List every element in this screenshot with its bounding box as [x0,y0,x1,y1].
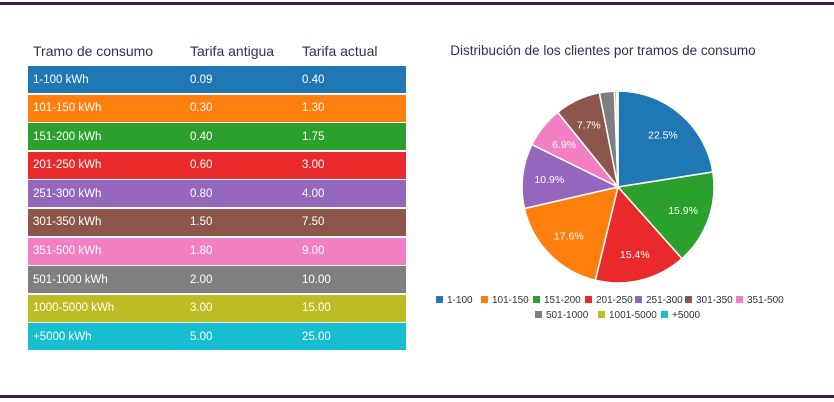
cell-tarifa-antigua: 0.40 [186,131,300,143]
legend-label: 501-1000 [546,310,589,321]
table-header: Tramo de consumo Tarifa antigua Tarifa a… [28,36,406,66]
cell-tarifa-antigua: 0.60 [186,159,300,171]
table-body: 1-100 kWh 0.09 0.40 101-150 kWh 0.30 1.30 151-… [28,66,406,350]
chart-title: Distribución de los clientes por tramos … [450,43,755,58]
legend-swatch [533,296,540,303]
cell-tarifa-antigua: 0.30 [186,102,300,114]
header-tarifa-actual: Tarifa actual [300,43,406,59]
cell-tramo: 151-200 kWh [28,131,186,143]
legend-swatch [685,296,692,303]
cell-tarifa-actual: 1.75 [300,131,406,143]
cell-tarifa-antigua: 0.09 [186,74,300,86]
table-row: 351-500 kWh 1.80 9.00 [28,238,406,265]
cell-tramo: +5000 kWh [28,331,186,343]
legend-swatch [635,296,642,303]
legend-swatch [481,296,488,303]
table-row: 101-150 kWh 0.30 1.30 [28,95,406,122]
cell-tarifa-antigua: 1.50 [186,216,300,228]
legend-label: +5000 [672,310,701,321]
legend-swatch [535,311,542,318]
cell-tramo: 201-250 kWh [28,159,186,171]
slice-label: 15.9% [668,205,698,217]
legend-label: 1-100 [447,295,473,306]
chart-legend: 1-100 101-150 151-200 201-250 251-300 301-350… [436,295,784,321]
legend-label: 251-300 [646,295,683,306]
table-row: 301-350 kWh 1.50 7.50 [28,209,406,236]
table-row: 251-300 kWh 0.80 4.00 [28,180,406,207]
legend-label: 351-500 [747,295,784,306]
slice-label: 7.7% [577,119,601,131]
slice-label: 15.4% [620,249,650,261]
legend-label: 1001-5000 [609,310,657,321]
legend-label: 151-200 [544,295,581,306]
cell-tramo: 1000-5000 kWh [28,302,186,314]
cell-tarifa-actual: 9.00 [300,245,406,257]
bottom-rule [0,395,834,398]
slice-label: 10.9% [534,174,564,186]
top-rule [0,2,834,5]
cell-tarifa-actual: 10.00 [300,274,406,286]
cell-tarifa-actual: 3.00 [300,159,406,171]
cell-tarifa-actual: 15.00 [300,302,406,314]
cell-tarifa-actual: 0.40 [300,74,406,86]
cell-tarifa-antigua: 0.80 [186,188,300,200]
slice-label: 6.9% [552,139,576,151]
legend-swatch [736,296,743,303]
cell-tramo: 1-100 kWh [28,74,186,86]
cell-tarifa-antigua: 3.00 [186,302,300,314]
cell-tarifa-antigua: 1.80 [186,245,300,257]
legend-label: 301-350 [696,295,733,306]
cell-tramo: 251-300 kWh [28,188,186,200]
pie-chart: Distribución de los clientes por tramos … [415,30,815,330]
tariff-table: Tramo de consumo Tarifa antigua Tarifa a… [28,36,406,352]
legend-label: 101-150 [492,295,529,306]
cell-tramo: 101-150 kWh [28,102,186,114]
slice-label: 22.5% [648,129,678,141]
slice-label: 17.6% [554,231,584,243]
cell-tramo: 501-1000 kWh [28,274,186,286]
table-row: 1000-5000 kWh 3.00 15.00 [28,295,406,322]
legend-swatch [661,311,668,318]
legend-swatch [436,296,443,303]
cell-tarifa-antigua: 5.00 [186,331,300,343]
cell-tarifa-antigua: 2.00 [186,274,300,286]
table-row: 1-100 kWh 0.09 0.40 [28,66,406,93]
cell-tarifa-actual: 25.00 [300,331,406,343]
cell-tarifa-actual: 7.50 [300,216,406,228]
table-row: +5000 kWh 5.00 25.00 [28,323,406,350]
legend-label: 201-250 [596,295,633,306]
legend-swatch [598,311,605,318]
pie-slices [522,91,714,283]
table-row: 151-200 kWh 0.40 1.75 [28,123,406,150]
cell-tarifa-actual: 4.00 [300,188,406,200]
header-tramo: Tramo de consumo [28,43,186,59]
table-row: 501-1000 kWh 2.00 10.00 [28,266,406,293]
cell-tarifa-actual: 1.30 [300,102,406,114]
cell-tramo: 301-350 kWh [28,216,186,228]
table-row: 201-250 kWh 0.60 3.00 [28,152,406,179]
cell-tramo: 351-500 kWh [28,245,186,257]
header-tarifa-antigua: Tarifa antigua [186,43,300,59]
legend-swatch [585,296,592,303]
